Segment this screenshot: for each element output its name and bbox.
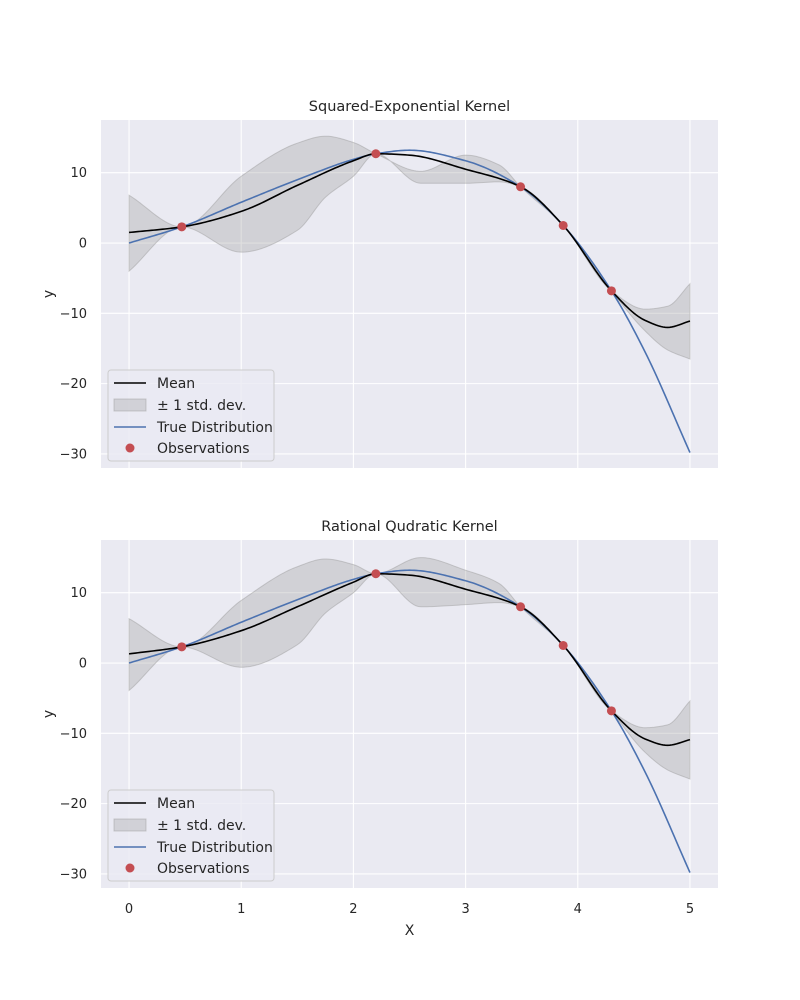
legend: Mean ± 1 std. dev. True Distribution Observ…: [107, 789, 275, 882]
observation-point: [516, 602, 526, 612]
observation-point: [558, 220, 568, 230]
y-axis-label: y: [41, 710, 57, 718]
observation-point: [606, 286, 616, 296]
legend-truth-label: True Distribution: [156, 420, 273, 436]
x-tick-label: 4: [574, 902, 582, 917]
x-tick-label: 5: [686, 902, 694, 917]
true-distribution-line: [128, 149, 691, 453]
y-tick-label: 0: [79, 237, 87, 252]
mean-line: [128, 572, 691, 747]
legend-band-swatch: [113, 398, 147, 412]
x-axis-label: X: [405, 923, 415, 939]
legend-mean-label: Mean: [157, 376, 195, 392]
plot-layer: [128, 557, 691, 873]
y-tick-label: −30: [60, 867, 87, 882]
x-tick-label: 3: [461, 902, 469, 917]
y-axis-label: y: [41, 290, 57, 298]
legend-obs-swatch: [125, 863, 135, 873]
legend-band-swatch: [113, 818, 147, 832]
y-tick-label: −10: [60, 307, 87, 322]
legend-band-label: ± 1 std. dev.: [157, 818, 246, 834]
observation-point: [371, 149, 381, 159]
legend-frame: [107, 369, 275, 462]
observation-point: [177, 222, 187, 232]
y-tick-label: −20: [60, 797, 87, 812]
chart-panel-2: 0 1 2 3 4 5 −30 −20 −10 0 10 Rational Qudratic Kern…: [41, 519, 718, 939]
observation-point: [558, 640, 568, 650]
observation-point: [606, 706, 616, 716]
std-dev-band: [128, 557, 691, 780]
legend-frame: [107, 789, 275, 882]
observation-point: [371, 569, 381, 579]
legend-mean-label: Mean: [157, 796, 195, 812]
y-tick-label: −20: [60, 377, 87, 392]
legend-truth-label: True Distribution: [156, 840, 273, 856]
chart-title: Rational Qudratic Kernel: [321, 519, 497, 535]
observation-point: [516, 182, 526, 192]
legend: Mean ± 1 std. dev. True Distribution Observ…: [107, 369, 275, 462]
legend-obs-swatch: [125, 443, 135, 453]
mean-line: [128, 152, 691, 329]
y-tick-label: 0: [79, 657, 87, 672]
chart-panel-1: −30 −20 −10 0 10 Squared-Exponential Kernel y M…: [41, 99, 718, 468]
observation-point: [177, 642, 187, 652]
legend-band-label: ± 1 std. dev.: [157, 398, 246, 414]
chart-title: Squared-Exponential Kernel: [309, 99, 510, 115]
x-tick-label: 1: [237, 902, 245, 917]
plot-layer: [128, 135, 691, 453]
true-distribution-line: [128, 569, 691, 873]
legend-obs-label: Observations: [157, 861, 250, 877]
x-tick-label: 2: [349, 902, 357, 917]
y-tick-label: 10: [70, 586, 87, 601]
y-tick-label: −30: [60, 447, 87, 462]
std-dev-band: [128, 135, 691, 360]
legend-obs-label: Observations: [157, 441, 250, 457]
y-tick-label: −10: [60, 727, 87, 742]
y-tick-label: 10: [70, 166, 87, 181]
x-tick-label: 0: [125, 902, 133, 917]
